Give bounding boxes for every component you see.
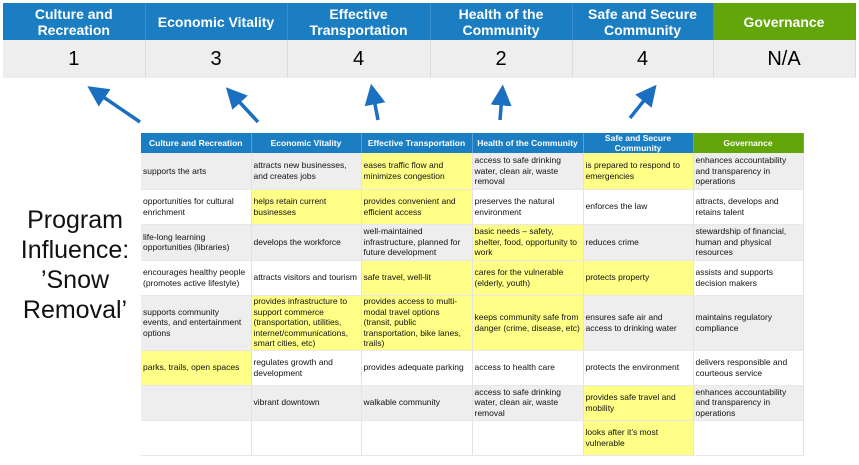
arrow-icon bbox=[225, 87, 260, 124]
table-cell bbox=[472, 420, 584, 456]
table-row: looks after it’s most vulnerable bbox=[141, 420, 804, 456]
table-cell: maintains regulatory compliance bbox=[693, 295, 804, 351]
summary-header-economic: Economic Vitality bbox=[145, 3, 288, 40]
table-cell: eases traffic flow and minimizes congest… bbox=[361, 153, 473, 190]
arrows bbox=[87, 83, 657, 124]
table-cell: preserves the natural environment bbox=[472, 189, 584, 225]
column-header-health: Health of the Community bbox=[472, 133, 584, 153]
table-cell: opportunities for cultural enrichment bbox=[141, 189, 252, 225]
table-cell: delivers responsible and courteous servi… bbox=[693, 350, 804, 386]
summary-header-transportation: Effective Transportation bbox=[287, 3, 431, 40]
arrow-icon bbox=[364, 83, 386, 121]
table-row: vibrant downtown walkable community access… bbox=[141, 385, 804, 421]
table-cell: parks, trails, open spaces bbox=[141, 350, 252, 386]
table-cell: develops the workforce bbox=[251, 224, 362, 261]
table-cell: reduces crime bbox=[583, 224, 694, 261]
outcomes-table: Culture and Recreation Economic Vitality… bbox=[141, 133, 804, 456]
table-cell bbox=[693, 420, 804, 456]
summary-header-health: Health of the Community bbox=[430, 3, 573, 40]
table-cell: access to health care bbox=[472, 350, 584, 386]
table-cell: supports the arts bbox=[141, 153, 252, 190]
score-transportation: 4 bbox=[287, 40, 431, 78]
table-cell: enhances accountability and transparency… bbox=[693, 385, 804, 421]
table-cell: protects property bbox=[583, 260, 694, 296]
table-cell: attracts, develops and retains talent bbox=[693, 189, 804, 225]
score-health: 2 bbox=[430, 40, 573, 78]
table-row: supports community events, and entertain… bbox=[141, 295, 804, 351]
table-row: life-long learning opportunities (librar… bbox=[141, 224, 804, 261]
table-cell: attracts visitors and tourism bbox=[251, 260, 362, 296]
table-cell: walkable community bbox=[361, 385, 473, 421]
table-cell: safe travel, well-lit bbox=[361, 260, 473, 296]
column-header-transportation: Effective Transportation bbox=[361, 133, 473, 153]
table-cell bbox=[361, 420, 473, 456]
program-influence-label: Program Influence: ’Snow Removal’ bbox=[20, 206, 130, 324]
table-cell bbox=[141, 420, 252, 456]
table-cell: basic needs – safety, shelter, food, opp… bbox=[472, 224, 584, 261]
summary-header-safe: Safe and Secure Community bbox=[572, 3, 714, 40]
table-cell: provides infrastructure to support comme… bbox=[251, 295, 362, 351]
table-cell: enhances accountability and transparency… bbox=[693, 153, 804, 190]
table-cell: vibrant downtown bbox=[251, 385, 362, 421]
table-row: encourages healthy people (promotes acti… bbox=[141, 260, 804, 296]
arrow-icon bbox=[490, 84, 512, 121]
table-cell: well-maintained infrastructure, planned … bbox=[361, 224, 473, 261]
table-cell: helps retain current businesses bbox=[251, 189, 362, 225]
summary-header-governance: Governance bbox=[713, 3, 856, 40]
summary-header-culture: Culture and Recreation bbox=[3, 3, 146, 40]
table-cell: attracts new businesses, and creates job… bbox=[251, 153, 362, 190]
table-cell: life-long learning opportunities (librar… bbox=[141, 224, 252, 261]
table-cell: cares for the vulnerable (elderly, youth… bbox=[472, 260, 584, 296]
column-header-culture: Culture and Recreation bbox=[141, 133, 252, 153]
summary-scores-table: Culture and Recreation Economic Vitality… bbox=[3, 3, 856, 78]
table-cell: looks after it’s most vulnerable bbox=[583, 420, 694, 456]
table-row: opportunities for cultural enrichment hel… bbox=[141, 189, 804, 225]
table-row: supports the arts attracts new businesses… bbox=[141, 153, 804, 190]
table-cell: provides access to multi-modal travel op… bbox=[361, 295, 473, 351]
table-cell: regulates growth and development bbox=[251, 350, 362, 386]
arrow-icon bbox=[87, 86, 141, 124]
column-header-safe: Safe and Secure Community bbox=[583, 133, 694, 153]
table-cell: access to safe drinking water, clean air… bbox=[472, 385, 584, 421]
score-safe: 4 bbox=[572, 40, 714, 78]
table-cell: assists and supports decision makers bbox=[693, 260, 804, 296]
table-cell: enforces the law bbox=[583, 189, 694, 225]
column-header-governance: Governance bbox=[693, 133, 804, 153]
score-culture: 1 bbox=[3, 40, 146, 78]
table-cell: encourages healthy people (promotes acti… bbox=[141, 260, 252, 296]
table-cell: provides adequate parking bbox=[361, 350, 473, 386]
arrow-icon bbox=[628, 84, 657, 120]
table-cell: supports community events, and entertain… bbox=[141, 295, 252, 351]
table-cell bbox=[251, 420, 362, 456]
score-economic: 3 bbox=[145, 40, 288, 78]
table-cell: provides convenient and efficient access bbox=[361, 189, 473, 225]
column-header-economic: Economic Vitality bbox=[251, 133, 362, 153]
table-cell: protects the environment bbox=[583, 350, 694, 386]
table-row: parks, trails, open spaces regulates grow… bbox=[141, 350, 804, 386]
score-governance: N/A bbox=[713, 40, 856, 78]
table-cell: access to safe drinking water, clean air… bbox=[472, 153, 584, 190]
table-cell: provides safe travel and mobility bbox=[583, 385, 694, 421]
table-cell bbox=[141, 385, 252, 421]
table-cell: keeps community safe from danger (crime,… bbox=[472, 295, 584, 351]
table-cell: stewardship of financial, human and phys… bbox=[693, 224, 804, 261]
table-cell: is prepared to respond to emergencies bbox=[583, 153, 694, 190]
table-cell: ensures safe air and access to drinking … bbox=[583, 295, 694, 351]
